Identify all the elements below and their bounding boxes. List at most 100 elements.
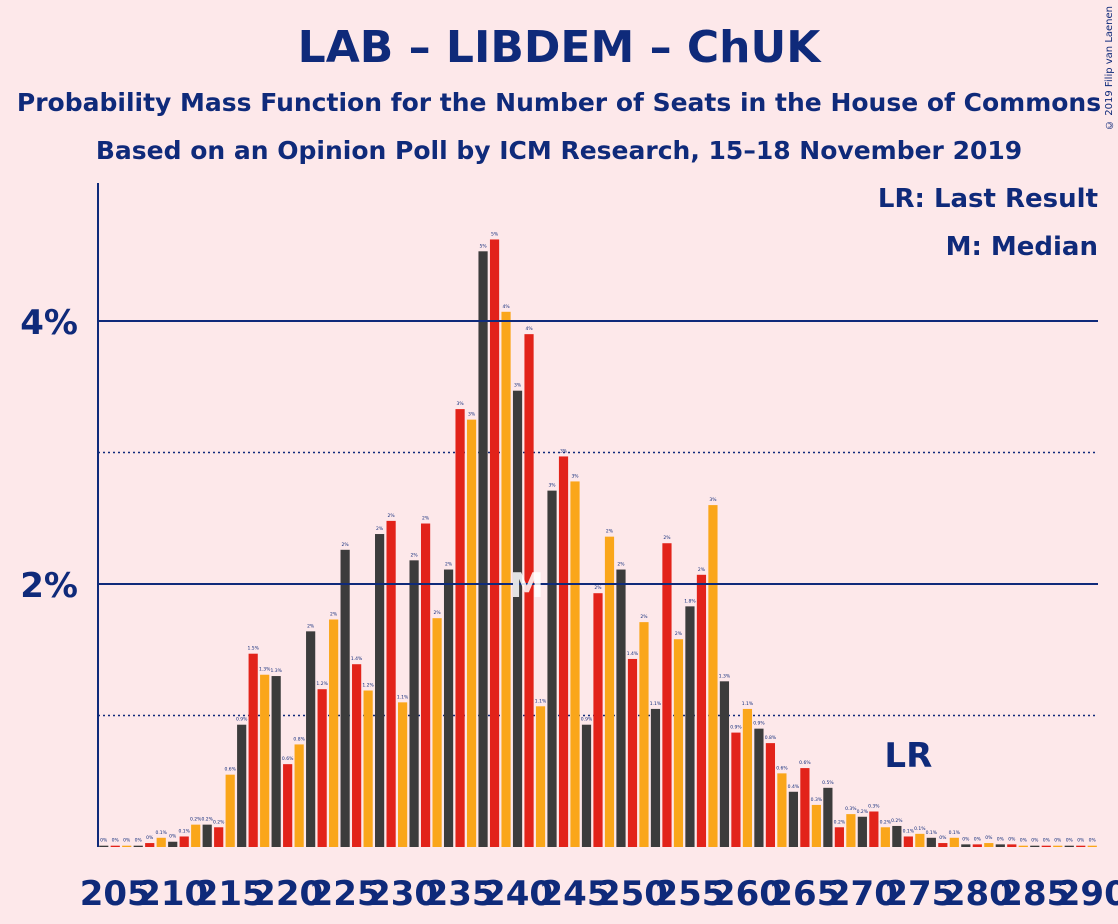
bar-281	[984, 843, 994, 847]
bar-label-213: 0.2%	[201, 817, 213, 823]
bar-260	[742, 708, 753, 847]
bar-label-207: 0%	[135, 838, 143, 844]
bar-label-277: 0%	[939, 835, 947, 841]
bar-label-208: 0%	[146, 835, 154, 841]
bar-230	[398, 702, 408, 847]
bar-287	[1053, 845, 1063, 847]
bar-label-253: 2%	[663, 535, 671, 541]
bar-223	[317, 689, 327, 847]
bar-212	[191, 824, 201, 847]
bar-label-215: 0.6%	[224, 767, 236, 773]
bar-254	[673, 639, 684, 847]
bar-232	[420, 523, 431, 847]
bar-251	[639, 622, 649, 847]
last-result-marker: LR	[884, 736, 932, 776]
bar-217	[248, 653, 258, 847]
x-tick-label: 210	[137, 874, 208, 914]
x-tick-label: 235	[425, 874, 496, 914]
bar-243	[547, 490, 557, 847]
bar-label-240: 3%	[514, 383, 522, 389]
bar-label-259: 0.9%	[730, 725, 742, 731]
x-tick-label: 215	[195, 874, 266, 914]
bar-label-270: 0.2%	[857, 809, 869, 815]
bar-286	[1041, 845, 1051, 847]
bar-269	[846, 814, 856, 847]
bar-label-254: 2%	[675, 631, 683, 637]
bar-label-262: 0.8%	[765, 735, 777, 741]
bar-label-260: 1.1%	[742, 701, 754, 707]
bar-290	[1087, 845, 1097, 847]
bar-label-230: 1.1%	[397, 694, 409, 700]
bar-label-266: 0.3%	[811, 797, 823, 803]
bar-label-249: 2%	[617, 562, 625, 568]
bar-249	[616, 569, 626, 847]
bar-label-227: 1.2%	[362, 683, 374, 689]
bar-label-279: 0%	[962, 836, 970, 842]
bar-label-281: 0%	[985, 835, 993, 841]
bar-247	[593, 593, 603, 847]
y-tick-label: 4%	[20, 303, 78, 343]
bar-225	[340, 549, 350, 847]
bar-label-255: 1.8%	[684, 598, 696, 604]
bar-label-257: 3%	[709, 497, 717, 503]
bar-276	[926, 837, 936, 847]
bar-label-205: 0%	[112, 838, 120, 844]
bar-204	[99, 845, 109, 847]
bar-253	[662, 543, 672, 847]
bar-248	[604, 536, 615, 847]
bar-label-261: 0.9%	[753, 721, 765, 727]
bar-label-247: 2%	[594, 585, 602, 591]
bar-220	[283, 764, 293, 847]
bar-216	[237, 724, 247, 847]
bar-231	[409, 560, 419, 847]
bar-label-217: 1.5%	[247, 646, 259, 652]
bar-label-285: 0%	[1031, 838, 1039, 844]
bar-label-222: 2%	[307, 623, 315, 629]
bar-label-282: 0%	[997, 836, 1005, 842]
bar-label-239: 4%	[502, 304, 510, 310]
bar-273	[892, 825, 902, 847]
bar-label-274: 0.1%	[903, 828, 915, 834]
chart-subtitle: Probability Mass Function for the Number…	[16, 88, 1102, 117]
y-tick-label: 2%	[20, 566, 78, 606]
bar-280	[972, 844, 982, 847]
bar-267	[823, 787, 833, 847]
bar-289	[1076, 845, 1086, 847]
legend-last-result: LR: Last Result	[877, 184, 1098, 214]
bar-226	[352, 664, 362, 847]
bar-label-231: 2%	[411, 552, 419, 558]
bar-207	[133, 845, 143, 847]
bar-268	[834, 827, 844, 847]
bar-label-269: 0.3%	[845, 806, 857, 812]
bar-label-204: 0%	[100, 838, 108, 844]
bar-label-278: 0.1%	[949, 830, 961, 836]
bar-244	[558, 456, 569, 847]
bar-label-271: 0.3%	[868, 803, 880, 809]
median-marker: M	[510, 566, 544, 606]
bar-228	[375, 534, 385, 847]
bar-285	[1030, 845, 1040, 847]
bar-236	[466, 419, 477, 847]
bar-235	[455, 409, 465, 847]
bar-label-250: 1.4%	[627, 651, 639, 657]
bar-205	[110, 845, 120, 847]
bar-241	[524, 334, 534, 847]
bar-278	[949, 837, 959, 847]
bar-label-228: 2%	[376, 526, 384, 532]
bar-label-273: 0.2%	[891, 818, 903, 824]
bar-214	[214, 827, 224, 847]
bar-label-252: 1.1%	[650, 701, 662, 707]
bar-262	[765, 743, 776, 847]
bar-label-283: 0%	[1008, 836, 1016, 842]
x-tick-label: 270	[827, 874, 898, 914]
bar-257	[708, 505, 718, 847]
bar-label-263: 0.6%	[776, 765, 788, 771]
bar-label-218: 1.3%	[259, 667, 271, 673]
bar-label-235: 3%	[456, 401, 464, 407]
bar-label-284: 0%	[1020, 838, 1028, 844]
bar-label-229: 2%	[388, 513, 396, 519]
x-tick-label: 275	[884, 874, 955, 914]
bar-label-258: 1.3%	[719, 673, 731, 679]
bar-label-206: 0%	[123, 838, 131, 844]
